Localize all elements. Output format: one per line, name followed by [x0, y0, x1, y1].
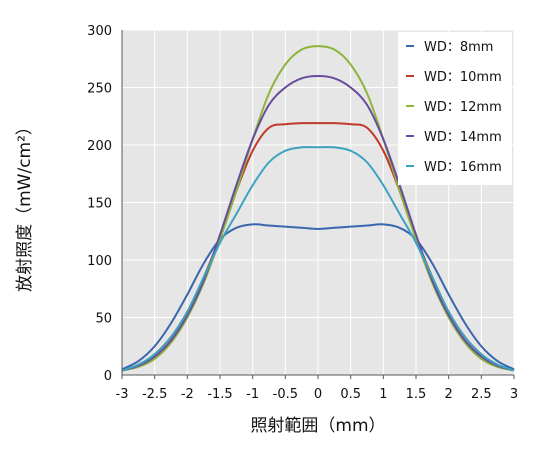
x-tick-label: -2: [181, 387, 194, 402]
series-line-4: [121, 75, 515, 372]
x-tick-label: -0.5: [273, 387, 298, 402]
series-line-1: [121, 223, 515, 371]
x-tick-label: -2.5: [142, 387, 167, 402]
series-line-3: [121, 45, 515, 372]
legend-label: WD：8mm: [424, 40, 493, 55]
y-axis-title: 放射照度（mW/cm²）: [15, 118, 35, 292]
x-axis-title: 照射範囲（mm）: [250, 416, 385, 436]
axes: -3 -2.5 -2 -1.5 -1 -0.5 0 0.5 1 1.5 2 2.5 3 0 50 100 150…: [87, 24, 518, 402]
x-tick-label: 0.5: [340, 387, 361, 402]
x-tick-label: 1: [379, 387, 387, 402]
y-tick-label: 150: [87, 197, 112, 212]
y-tick-label: 300: [87, 24, 112, 39]
x-tick-label: -1.5: [207, 387, 232, 402]
x-tick-label: 3: [510, 387, 518, 402]
y-tick-label: 50: [95, 312, 112, 327]
legend-label: WD：14mm: [424, 130, 502, 145]
y-tick-label: 0: [104, 369, 112, 384]
legend: WD：8mm WD：10mm WD：12mm WD：14mm WD：16mm: [398, 32, 512, 185]
legend-box: [398, 32, 512, 185]
y-tick-label: 250: [87, 82, 112, 97]
x-tick-label: -3: [116, 387, 129, 402]
x-tick-label: -1: [246, 387, 259, 402]
legend-label: WD：12mm: [424, 100, 502, 115]
series-lines: [121, 45, 515, 372]
x-tick-label: 1.5: [406, 387, 427, 402]
series-line-5: [121, 146, 515, 372]
y-tick-label: 200: [87, 139, 112, 154]
x-tick-label: 2: [445, 387, 453, 402]
legend-label: WD：10mm: [424, 70, 502, 85]
y-tick-label: 100: [87, 254, 112, 269]
legend-label: WD：16mm: [424, 160, 502, 175]
x-tick-label: 2.5: [471, 387, 492, 402]
x-tick-label: 0: [314, 387, 322, 402]
